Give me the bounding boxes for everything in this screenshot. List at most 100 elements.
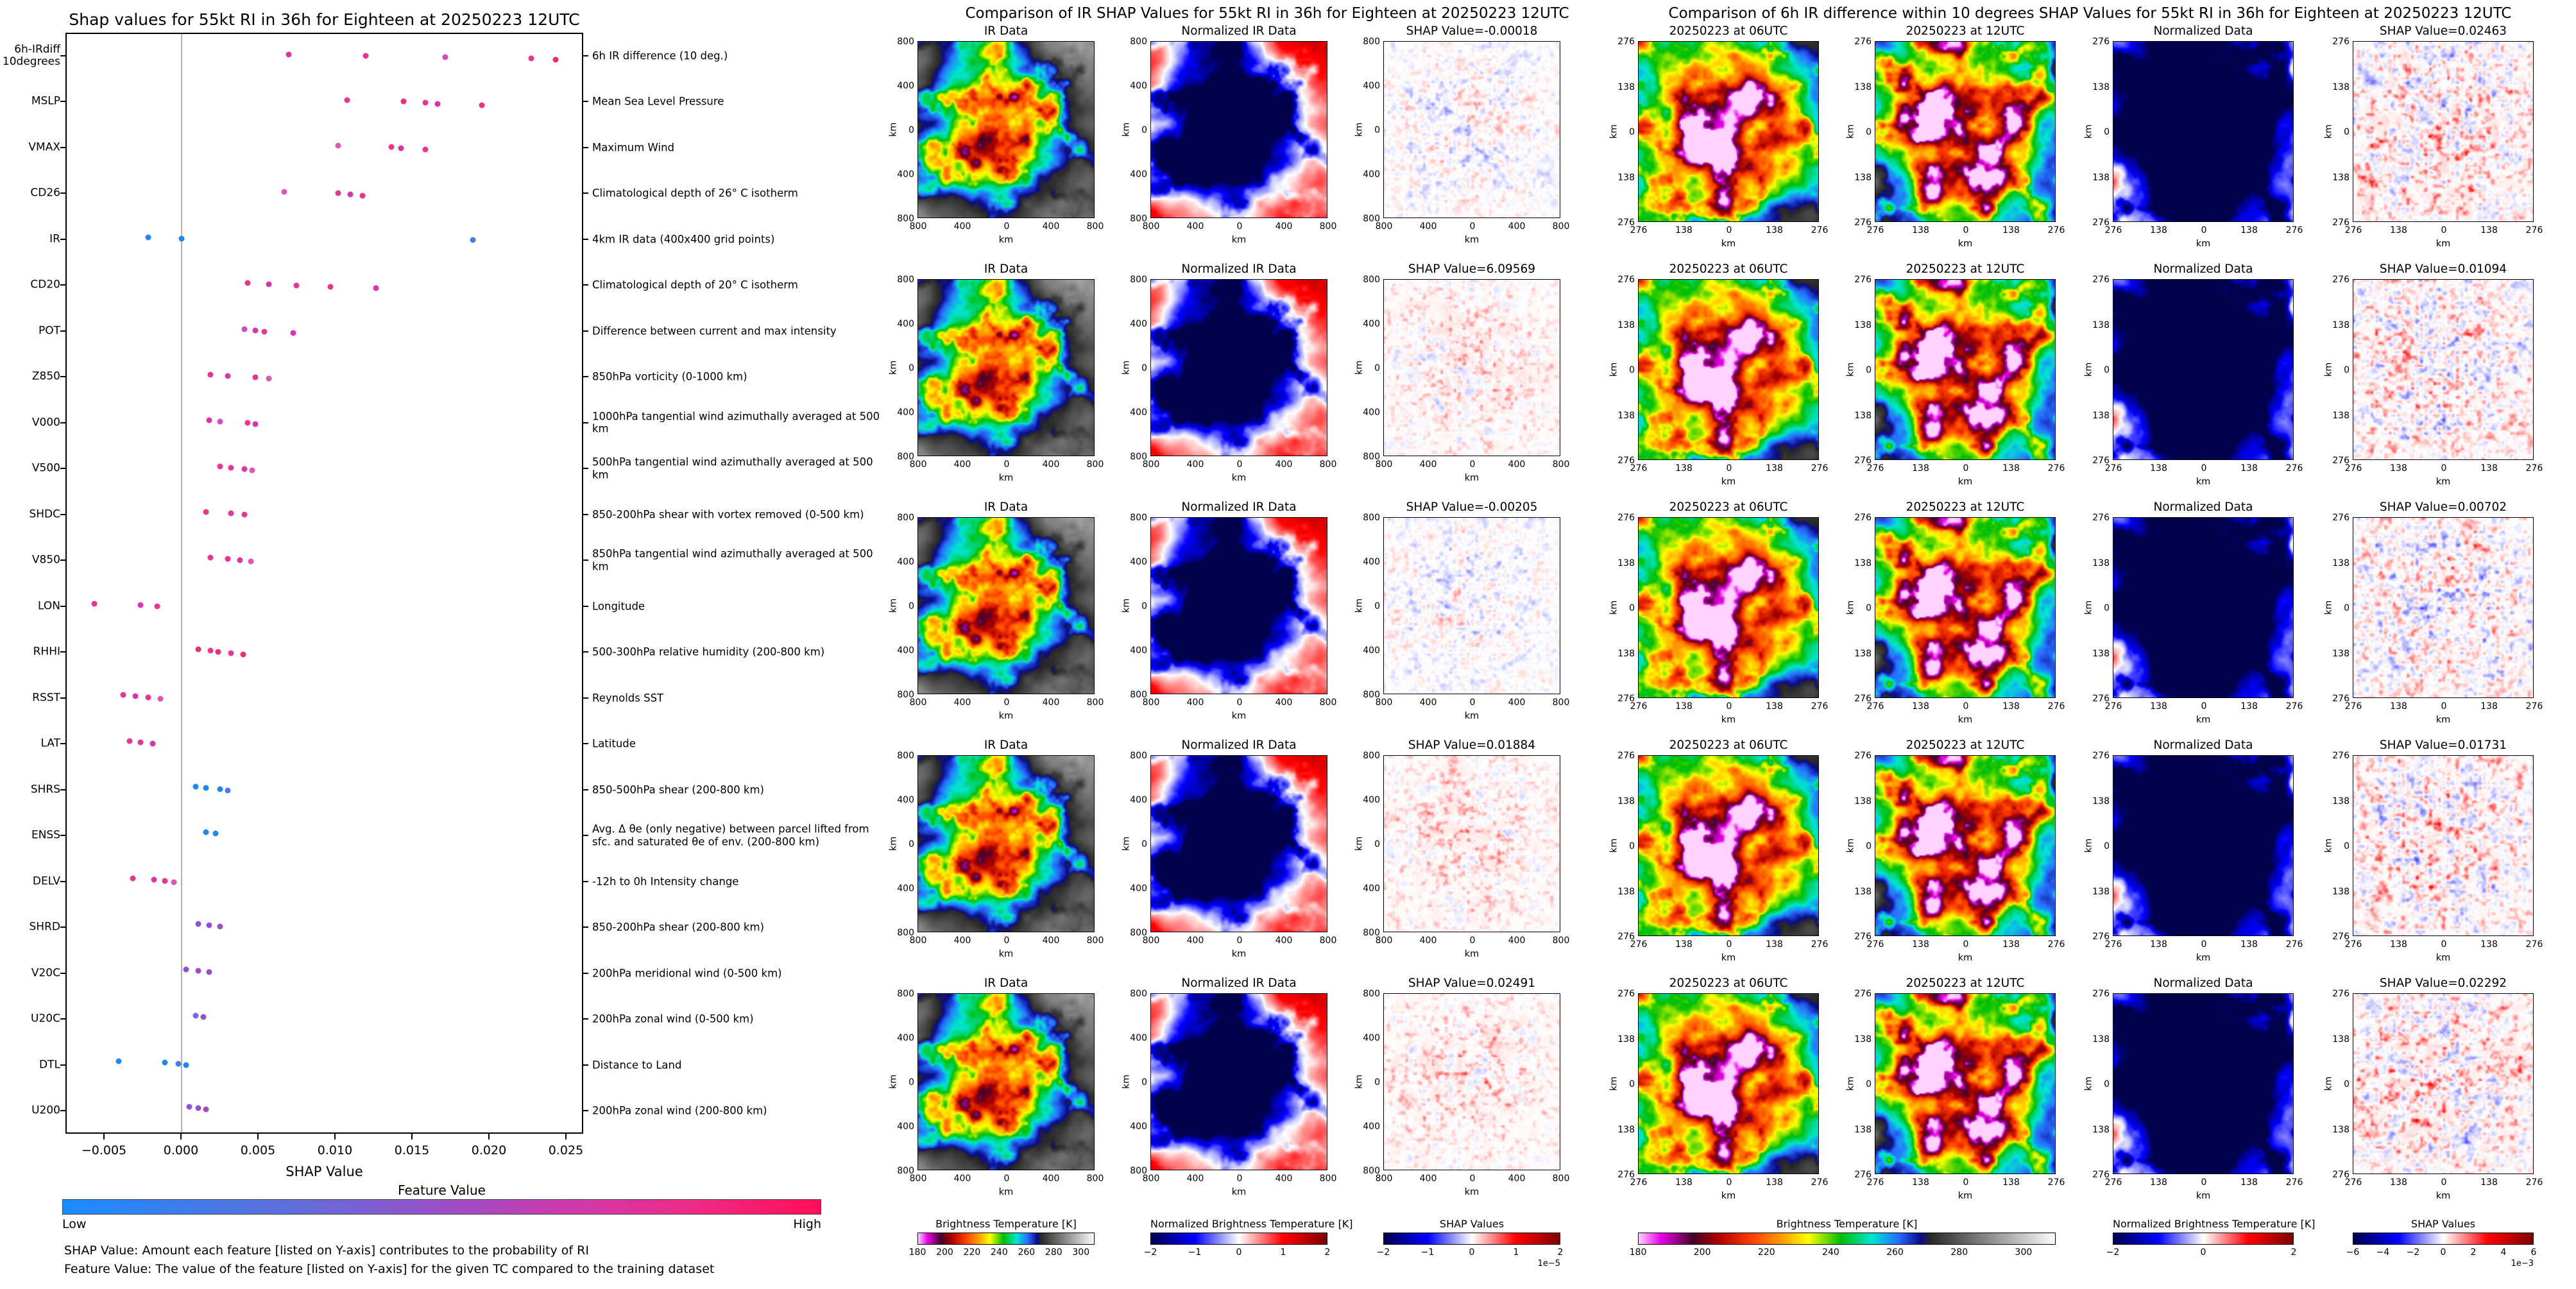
map-x-tick-label: 276 [2047, 1177, 2065, 1188]
map-shap-title: SHAP Value=0.01731 [2379, 738, 2507, 752]
map-y-tick-label: 138 [1854, 1124, 1872, 1135]
x-tick-label: 0.020 [471, 1143, 507, 1157]
map-x-tick-label: 800 [1552, 697, 1570, 708]
shap-dot [528, 55, 534, 62]
map-x-tick-label: 276 [1811, 1177, 1829, 1188]
colorbar-tick-label: 2 [2470, 1247, 2477, 1258]
map-x-tick-label: 400 [1275, 697, 1293, 708]
shap-dot [183, 1062, 189, 1068]
shap-dot [479, 102, 485, 108]
map-y-tick-label: 0 [2104, 365, 2110, 375]
shap-dot [192, 1012, 199, 1019]
feature-value-footnote: Feature Value: The value of the feature … [64, 1262, 715, 1276]
shap-map-canvas [1384, 280, 1560, 456]
map-cell: SHAP Value=0.02292 276 276 138 138 0 0 138 138 27… [2323, 977, 2543, 1201]
map-cell: Normalized Data 276 276 138 138 0 0 138 138 276 27… [2083, 977, 2303, 1201]
feature-description: Climatological depth of 20° C isotherm [592, 278, 798, 291]
map-y-axis-label: km [1845, 838, 1856, 853]
map-y-tick-label: 0 [2344, 127, 2350, 137]
shap-dot [225, 373, 231, 379]
map-x-tick-label: 138 [1675, 463, 1693, 474]
map-x-axis-label: km [998, 1187, 1014, 1197]
map-y-tick-label: 0 [908, 839, 914, 849]
shap-dot [293, 282, 300, 289]
map-x-tick-label: 800 [1552, 221, 1570, 232]
map-x-axis-label: km [1721, 715, 1736, 725]
map-title: 20250223 at 06UTC [1669, 977, 1788, 990]
map-y-tick-label: 138 [2092, 1124, 2110, 1135]
map-x-axis-label: km [2435, 715, 2451, 725]
map-y-tick-label: 0 [1374, 125, 1380, 135]
map-y-tick-label: 0 [1374, 363, 1380, 373]
colorbar-tick-label: −6 [2346, 1247, 2360, 1258]
shap-dot [252, 374, 259, 380]
map-x-tick-label: 276 [1866, 463, 1884, 474]
y-tick-left [60, 1064, 65, 1066]
map-x-tick-label: 400 [1186, 697, 1204, 708]
shap-dot [225, 787, 231, 794]
y-tick-left [60, 238, 65, 240]
ir-map: 276 276 138 138 0 0 138 138 276 276 km km [1608, 989, 1828, 1201]
map-cell: SHAP Value=0.00702 276 276 138 138 0 0 138 138 27… [2323, 500, 2543, 725]
shap-map: 276 276 138 138 0 0 138 138 276 276 km km [2323, 275, 2543, 487]
map-y-tick-label: 400 [1363, 1033, 1380, 1043]
feature-label: DTL [39, 1058, 60, 1071]
map-title: Normalized Data [2153, 500, 2253, 514]
shap-dot [240, 651, 246, 658]
map-x-tick-label: 276 [1866, 939, 1884, 950]
map-x-tick-label: 0 [1963, 463, 1969, 474]
shap-dot [261, 329, 268, 335]
map-title: IR Data [984, 977, 1028, 990]
ir-map-canvas [918, 994, 1094, 1170]
shap-dot [225, 556, 231, 562]
map-title: Normalized IR Data [1181, 500, 1297, 514]
ir-map: 800 800 400 400 0 0 400 400 800 800 km km [888, 513, 1104, 721]
map-y-tick-label: 800 [897, 452, 914, 462]
colorbar-tick-label: −4 [2376, 1247, 2390, 1258]
map-title: 20250223 at 06UTC [1669, 24, 1788, 38]
map-y-tick-label: 138 [2092, 648, 2110, 659]
shap-dot [252, 327, 259, 334]
map-x-tick-label: 138 [1766, 225, 1783, 235]
map-title: 20250223 at 12UTC [1906, 262, 2025, 276]
map-cell: Normalized IR Data 800 800 400 400 0 0 400 400 80… [1121, 738, 1336, 959]
map-y-tick-label: 0 [2104, 841, 2110, 851]
shap-dot [195, 921, 201, 927]
feature-description: 850hPa vorticity (0-1000 km) [592, 370, 747, 383]
map-x-tick-label: 800 [1552, 459, 1570, 470]
y-tick-left [60, 697, 65, 699]
feature-description: 850-500hPa shear (200-800 km) [592, 783, 764, 796]
map-y-axis-label: km [2323, 600, 2334, 615]
y-tick-left [60, 651, 65, 653]
map-y-tick-label: 138 [1854, 796, 1872, 807]
map-x-tick-label: 400 [1508, 697, 1526, 708]
map-x-tick-label: 400 [1419, 1174, 1437, 1184]
shap-dot [91, 601, 98, 607]
map-x-tick-label: 800 [1375, 935, 1393, 946]
map-x-tick-label: 400 [1042, 935, 1060, 946]
map-x-tick-label: 800 [1142, 697, 1160, 708]
map-y-tick-label: 138 [1617, 1034, 1635, 1045]
map-cell: IR Data 800 800 400 400 0 0 400 400 800 800 km km [888, 500, 1104, 721]
map-y-tick-label: 0 [2104, 127, 2110, 137]
map-y-tick-label: 0 [1629, 1079, 1635, 1089]
map-y-axis-label: km [1121, 1074, 1132, 1089]
y-tick-right [583, 422, 588, 423]
map-y-axis-label: km [1121, 598, 1132, 613]
map-y-tick-label: 138 [2092, 410, 2110, 421]
map-y-tick-label: 138 [2332, 320, 2350, 330]
map-y-tick-label: 400 [1130, 1122, 1147, 1132]
map-y-tick-label: 800 [1363, 690, 1380, 700]
map-y-tick-label: 276 [2092, 218, 2110, 228]
map-x-tick-label: 138 [2002, 463, 2020, 474]
colorbar-gradient [917, 1233, 1095, 1245]
map-y-tick-label: 0 [1629, 127, 1635, 137]
feature-description: Avg. Δ θe (only negative) between parcel… [592, 823, 869, 848]
map-x-tick-label: 276 [2525, 939, 2543, 950]
map-x-tick-label: 0 [2441, 701, 2447, 712]
map-y-tick-label: 138 [2332, 410, 2350, 421]
map-y-tick-label: 276 [2092, 694, 2110, 704]
shap-value-footnote: SHAP Value: Amount each feature [listed … [64, 1243, 589, 1258]
shap-dot [212, 830, 219, 837]
map-x-tick-label: 276 [1630, 225, 1648, 235]
